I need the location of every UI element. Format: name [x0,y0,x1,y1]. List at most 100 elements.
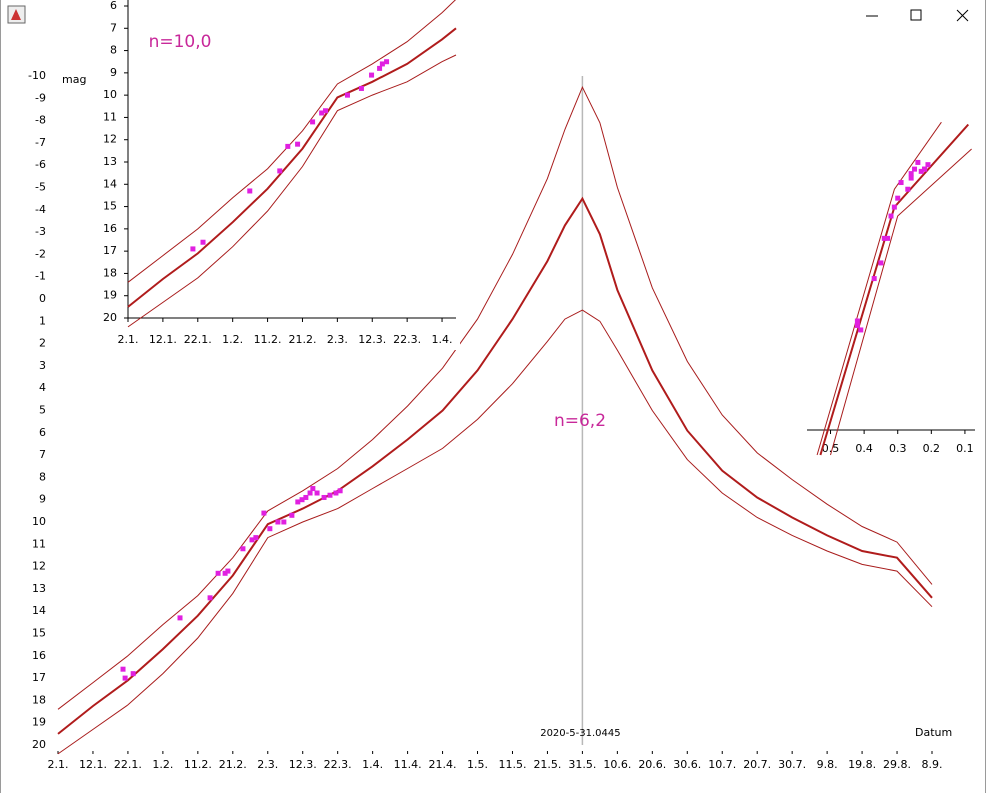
observation [222,570,228,576]
curve [127,27,457,308]
observation [925,162,931,168]
observation [281,519,287,525]
y-tick-label: -10 [28,69,46,82]
y-tick-label: -7 [35,136,46,149]
observation [310,119,316,125]
observation [120,666,126,672]
y-tick-label: 12 [103,133,117,146]
window-border [0,0,1,793]
y-tick-label: -1 [35,270,46,283]
observation [295,499,301,505]
inset-chart-distance: 0.5 0.4 0.3 0.2 0.1 [807,121,975,456]
x-tick-label: 0.3 [889,442,907,455]
x-tick-label: 12.3. [289,758,317,771]
y-tick-label: 3 [39,359,46,372]
y-tick-label: 13 [32,582,46,595]
observation [881,235,887,241]
x-tick-label: 2.1. [48,758,69,771]
x-tick-label: 20.7. [743,758,771,771]
observation [130,671,136,677]
observation [307,490,313,496]
x-tick-label: 12.1. [149,333,177,346]
observation [322,108,328,114]
x-tick-label: 22.1. [184,333,212,346]
inset-bg [94,0,460,350]
x-tick-label: 9.8. [817,758,838,771]
y-tick-label: 5 [39,404,46,417]
observation [337,488,343,494]
observation [384,59,390,65]
y-tick-label: 12 [32,560,46,573]
observation [261,510,267,516]
observation [267,526,273,532]
x-tick-label: 11.5. [498,758,526,771]
app-icon[interactable] [7,5,26,24]
x-tick-label: 2.3. [327,333,348,346]
x-tick-label: 1.2. [152,758,173,771]
observation [333,490,339,496]
y-tick-label: 14 [103,177,117,190]
y-tick-label: -5 [35,181,46,194]
observation [319,110,325,116]
observation [908,175,914,181]
y-tick-label: 20 [32,738,46,751]
y-tick-label: -2 [35,247,46,260]
observation [215,570,221,576]
x-tick-label: 8.9. [922,758,943,771]
y-tick-label: 16 [103,222,117,235]
observation [379,61,385,67]
x-tick-label: 11.2. [254,333,282,346]
observation [295,141,301,147]
y-tick-label: 15 [32,627,46,640]
y-tick-label: 18 [32,693,46,706]
x-tick-label: 20.6. [638,758,666,771]
curve [830,148,972,456]
observation [122,675,128,681]
observation [888,213,894,219]
x-tick-label: 21.2. [219,758,247,771]
observation [275,519,281,525]
maximize-glyph [910,9,922,21]
inset-chart-time: 6 7 8 9 10 11 12 13 14 15 16 17 18 19 202.1. 12.1. 22.1.… [103,0,457,346]
observation [247,188,253,194]
observation [854,322,860,328]
y-tick-label: -3 [35,225,46,238]
x-tick-label: 22.3. [324,758,352,771]
x-tick-label: 21.5. [533,758,561,771]
x-tick-label: 1.4. [432,333,453,346]
curve [127,54,457,328]
observation [249,537,255,543]
observation [253,535,259,541]
x-tick-label: 2.1. [118,333,139,346]
y-tick-label: 15 [103,200,117,213]
x-tick-label: 12.3. [358,333,386,346]
y-tick-label: 17 [103,244,117,257]
curve [816,121,942,456]
y-tick-label: 19 [103,289,117,302]
x-tick-label: 30.6. [673,758,701,771]
annotation: n=10,0 [149,32,212,52]
icon-glyph [11,9,21,20]
x-tick-label: 2.3. [257,758,278,771]
observation [885,235,891,241]
observation [177,615,183,621]
observation [190,246,196,252]
y-tick-label: 16 [32,649,46,662]
observation [344,92,350,98]
y-tick-label: 10 [103,88,117,101]
observation [321,494,327,500]
y-tick-label: 14 [32,604,46,617]
y-tick-label: 11 [32,537,46,550]
y-tick-label: 6 [39,426,46,439]
x-tick-label: 1.2. [222,333,243,346]
x-tick-label: 22.3. [393,333,421,346]
curve [57,309,933,755]
y-tick-label: 17 [32,671,46,684]
observation [891,204,897,210]
x-tick-label: 10.7. [708,758,736,771]
y-tick-label: 20 [103,311,117,324]
observation [918,168,924,174]
curve [57,196,933,735]
close-button[interactable] [956,9,969,22]
maximize-button[interactable] [910,9,922,21]
